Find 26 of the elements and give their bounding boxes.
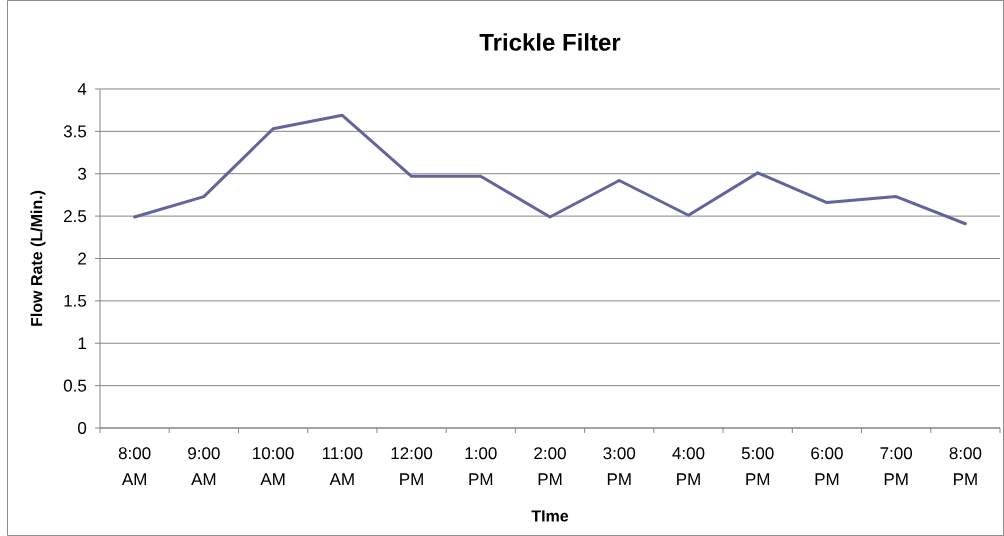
y-tick-label: 0.5 [63, 379, 87, 392]
x-axis-title: TIme [531, 510, 569, 522]
x-tick-label: 10:00 AM [253, 447, 294, 486]
x-tick-label: 5:00 PM [741, 447, 774, 486]
x-tick-label: 3:00 PM [603, 447, 636, 486]
x-tick-label: 6:00 PM [811, 447, 843, 486]
x-tick-label: 8:00 PM [949, 447, 982, 486]
line-series [133, 113, 967, 226]
y-tick-label: 2.5 [64, 210, 87, 223]
x-tick-label: 12:00 PM [391, 447, 433, 486]
y-axis-title: Flow Rate (L/Min.) [30, 190, 46, 326]
x-tick-label: 11:00 AM [322, 447, 363, 486]
y-tick-label: 0 [78, 421, 87, 435]
x-tick-label: 2:00 PM [534, 447, 566, 486]
x-tick-label: 9:00 AM [188, 447, 220, 486]
y-tick-label: 3.5 [63, 125, 87, 138]
y-tick-label: 2 [78, 252, 86, 265]
x-tick-label: 4:00 PM [672, 447, 705, 486]
x-tick-label: 1:00 PM [465, 447, 497, 486]
y-tick-label: 4 [77, 83, 87, 95]
y-tick-label: 1.5 [64, 294, 87, 307]
y-tick-label: 1 [78, 337, 86, 350]
y-tick-label: 3 [78, 167, 87, 180]
x-tick-label: 8:00 AM [118, 447, 151, 486]
x-tick-label: 7:00 PM [880, 447, 913, 486]
chart-title: Trickle Filter [479, 33, 621, 51]
